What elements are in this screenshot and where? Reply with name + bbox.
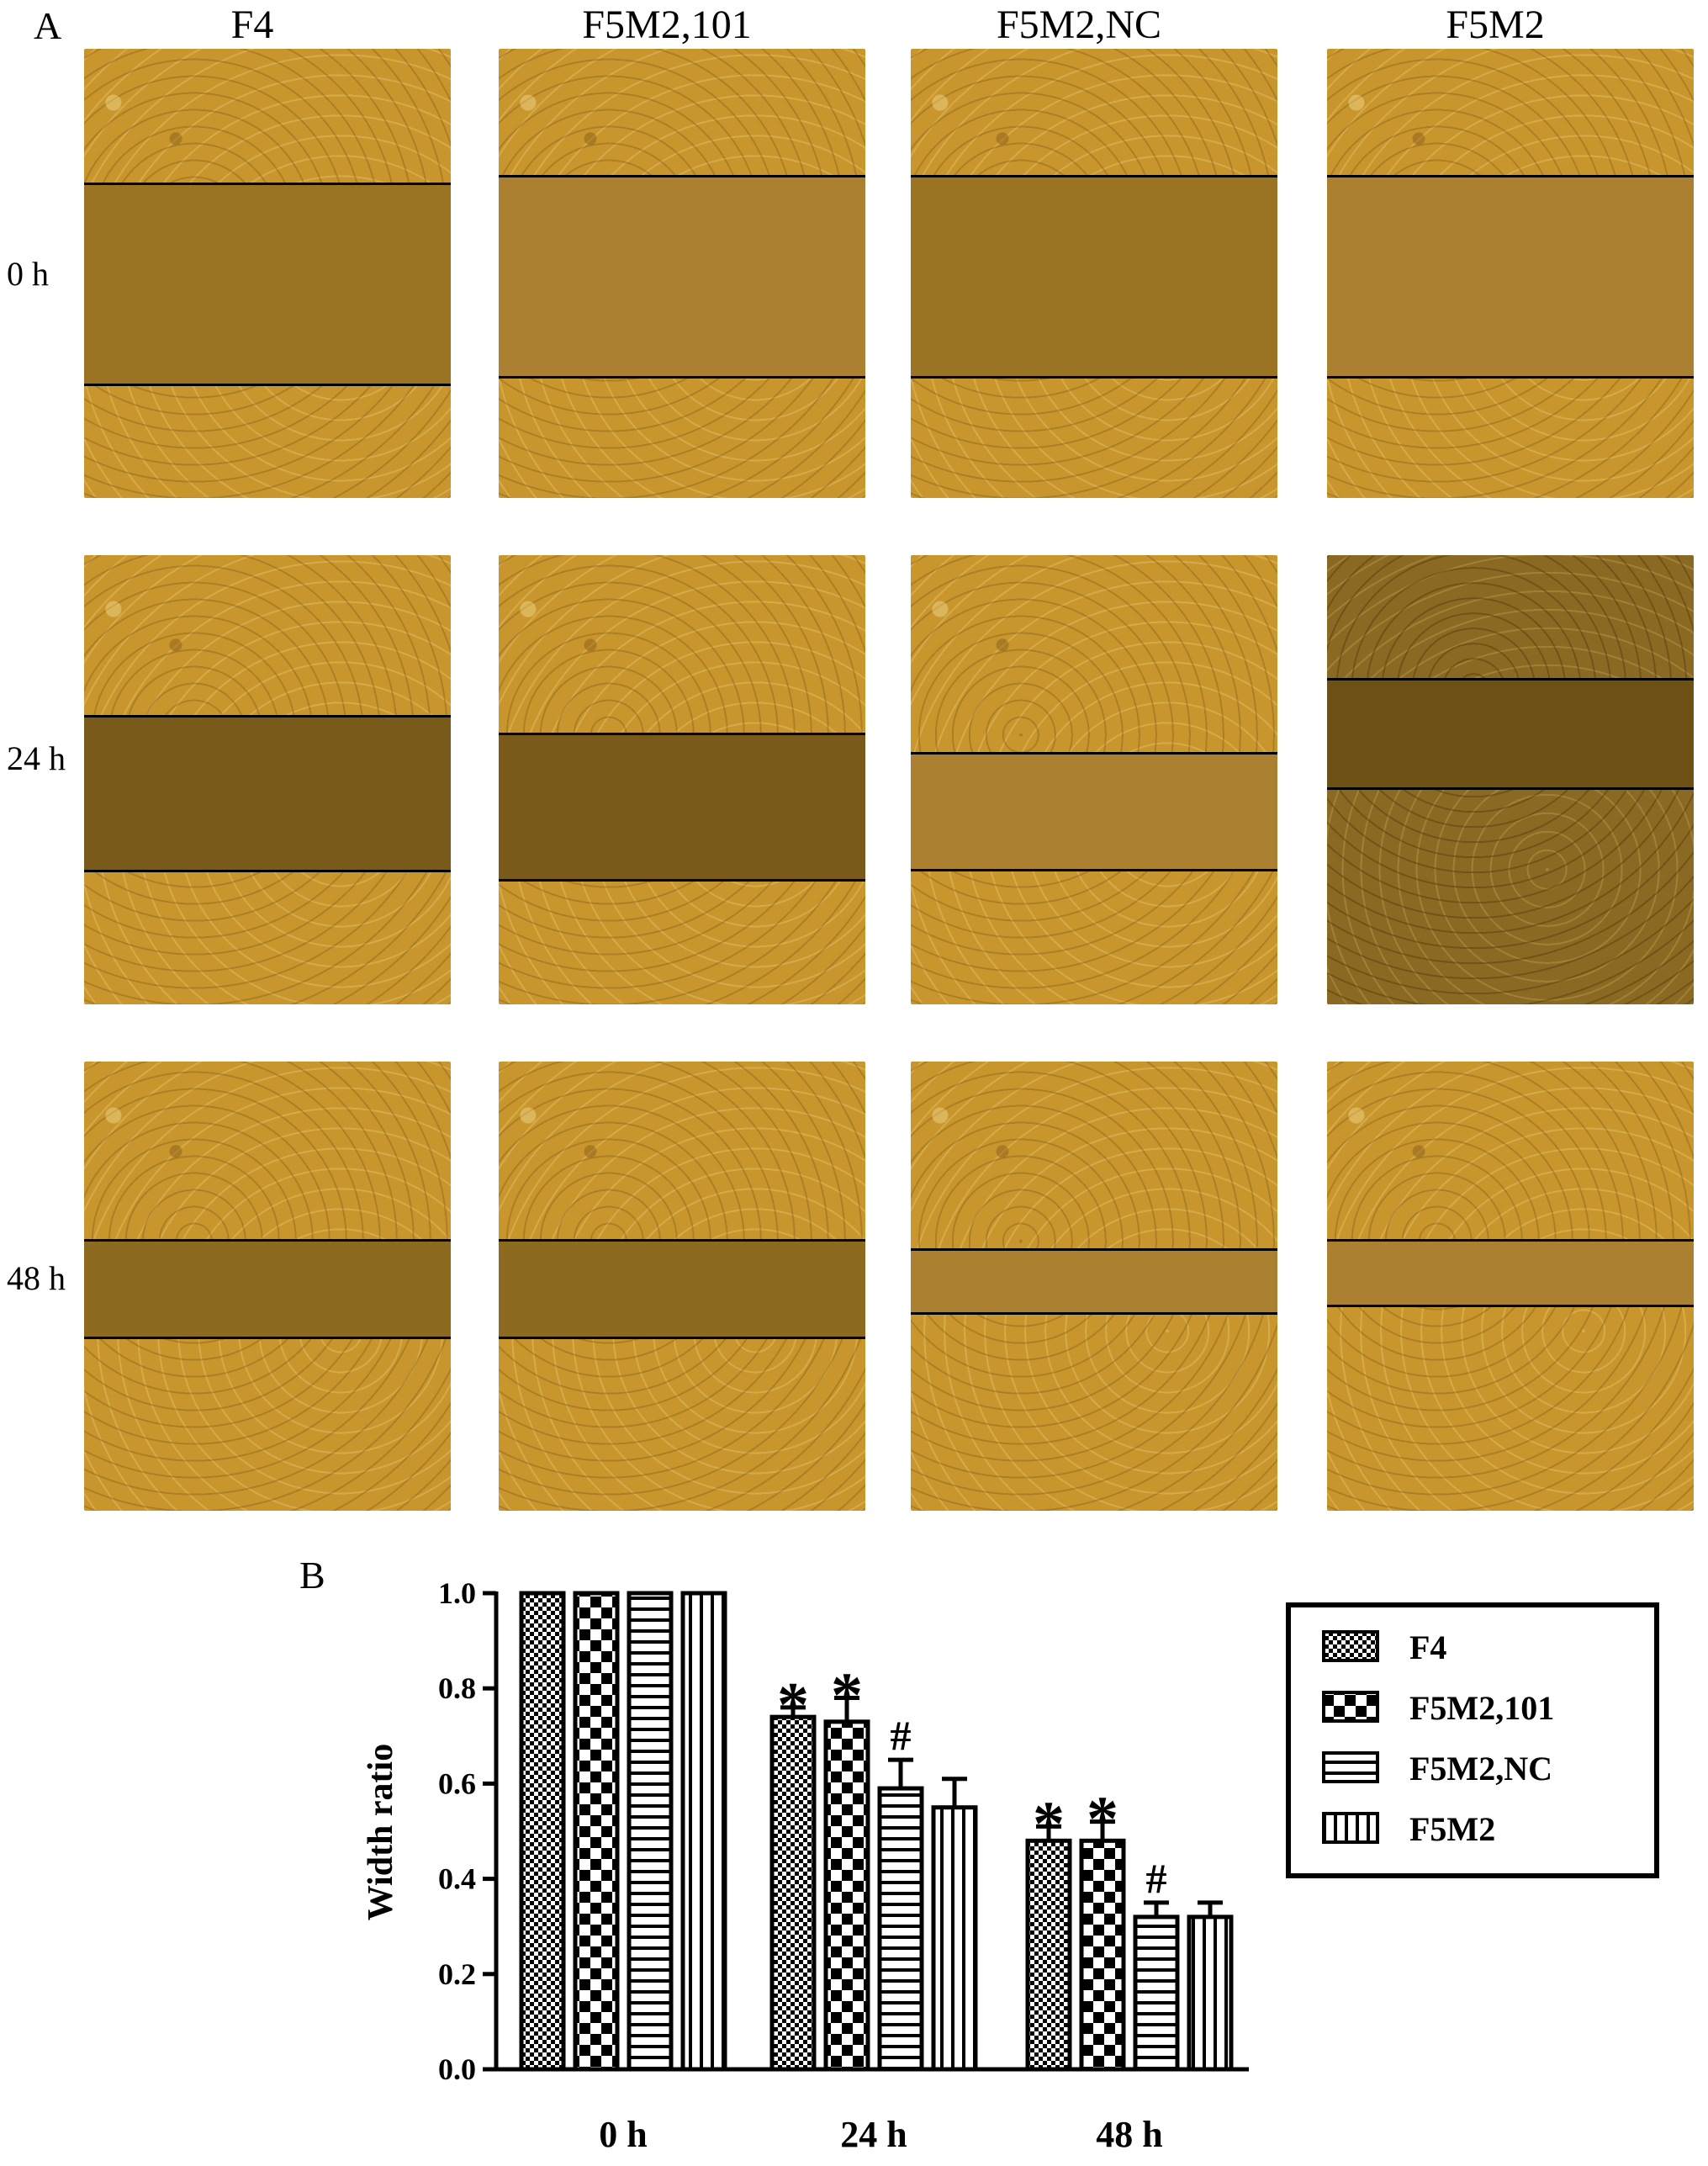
bar [1133,1914,1180,2072]
panel-a-label: A [34,4,62,47]
legend-swatch [1322,1812,1379,1844]
micrograph-f5m2-0h [1327,49,1694,498]
bar [519,1591,566,2072]
panel-b-label: B [299,1554,325,1597]
significance-marker: * [1087,1784,1118,1855]
column-label-f5m2-nc: F5M2,NC [996,3,1162,47]
micrograph-f5m2-nc-0h [911,49,1277,498]
significance-marker: * [777,1670,809,1740]
column-label-f4: F4 [230,3,274,47]
micrograph-f5m2-48h [1327,1062,1694,1511]
significance-marker: * [1033,1788,1065,1859]
y-tick-label: 0.8 [438,1671,476,1705]
legend-label: F5M2,101 [1409,1689,1554,1727]
micrograph-f5m2-101-48h [499,1062,865,1511]
micrograph-f5m2-nc-24h [911,555,1277,1004]
bar [1187,1914,1234,2072]
micrograph-f4-48h [84,1062,451,1511]
bar [573,1591,620,2072]
micrograph-f4-0h [84,49,451,498]
x-tick-label: 24 h [840,2114,907,2155]
significance-marker: * [831,1660,863,1731]
bar [877,1786,924,2072]
bar [680,1591,727,2072]
y-axis-label: Width ratio [362,1744,400,1920]
y-tick-label: 0.0 [438,2052,476,2086]
x-tick-label: 48 h [1096,2114,1162,2155]
legend-swatch [1322,1691,1379,1723]
micrograph-f5m2-101-24h [499,555,865,1004]
legend-label: F5M2 [1409,1810,1495,1848]
y-tick-label: 0.6 [438,1766,476,1800]
row-label-24h: 24 h [7,739,66,777]
legend-label: F5M2,NC [1409,1750,1552,1787]
legend-swatch [1322,1751,1379,1783]
row-label-0h: 0 h [7,255,49,293]
bar [931,1805,978,2072]
micrograph-f5m2-nc-48h [911,1062,1277,1511]
micrograph-f5m2-24h [1327,555,1694,1004]
legend-swatch [1322,1630,1379,1662]
micrograph-f4-24h [84,555,451,1004]
significance-marker: # [1146,1855,1167,1902]
column-label-f5m2: F5M2 [1446,3,1545,47]
legend-label: F4 [1409,1628,1446,1666]
column-label-f5m2-101: F5M2,101 [582,3,752,47]
y-tick-label: 0.2 [438,1957,476,1991]
bar [627,1591,674,2072]
bar [823,1719,870,2072]
bar [769,1714,817,2072]
row-label-48h: 48 h [7,1259,66,1297]
x-tick-label: 0 h [599,2114,647,2155]
bar [1079,1838,1126,2072]
y-tick-label: 1.0 [438,1576,476,1610]
y-tick-label: 0.4 [438,1862,476,1896]
significance-marker: # [891,1712,912,1759]
bar [1025,1838,1072,2072]
micrograph-f5m2-101-0h [499,49,865,498]
